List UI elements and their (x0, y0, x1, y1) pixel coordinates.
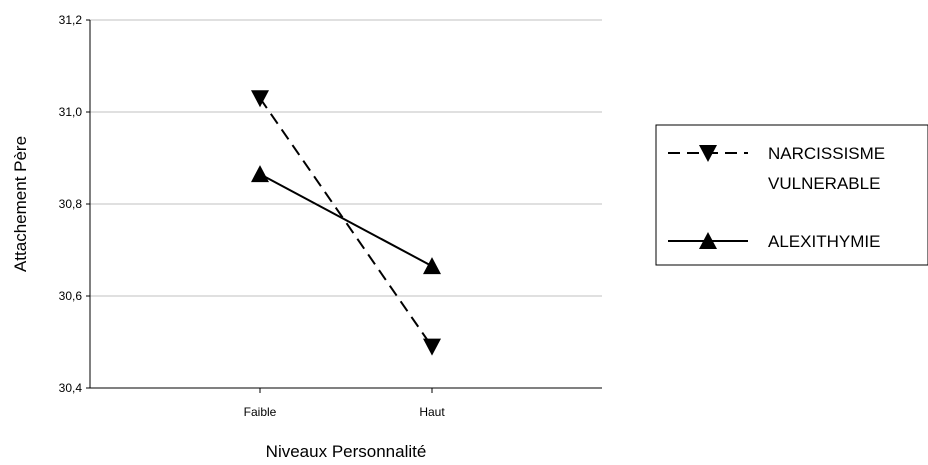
y-tick-labels: 30,4 30,6 30,8 31,0 31,2 (59, 13, 90, 395)
legend-entry: ALEXITHYMIE (668, 232, 880, 251)
legend-marker (699, 145, 717, 162)
legend: NARCISSISME VULNERABLE ALEXITHYMIE (655, 124, 928, 266)
y-axis-title: Attachement Père (11, 136, 30, 272)
gridlines (90, 19, 602, 297)
x-tick-label: Faible (244, 405, 277, 419)
legend-label: VULNERABLE (768, 174, 880, 193)
data-point-marker (423, 338, 441, 356)
series-2 (251, 165, 441, 275)
y-tick-label: 31,2 (59, 13, 83, 27)
series-line (259, 97, 433, 348)
series-1 (251, 90, 441, 356)
legend-label: NARCISSISME (768, 144, 885, 163)
y-tick-label: 30,4 (59, 381, 83, 395)
data-point-marker (251, 165, 269, 183)
legend-marker (699, 232, 717, 249)
legend-entry: NARCISSISME VULNERABLE (668, 144, 885, 193)
data-point-marker (251, 90, 269, 108)
x-axis-title: Niveaux Personnalité (266, 442, 427, 461)
legend-label: ALEXITHYMIE (768, 232, 880, 251)
data-point-marker (423, 257, 441, 275)
x-tick-labels: Faible Haut (244, 388, 445, 419)
y-tick-label: 30,6 (59, 289, 83, 303)
y-tick-label: 31,0 (59, 105, 83, 119)
y-tick-label: 30,8 (59, 197, 83, 211)
x-tick-label: Haut (419, 405, 445, 419)
series-line (259, 173, 433, 267)
series-layer (251, 90, 441, 356)
